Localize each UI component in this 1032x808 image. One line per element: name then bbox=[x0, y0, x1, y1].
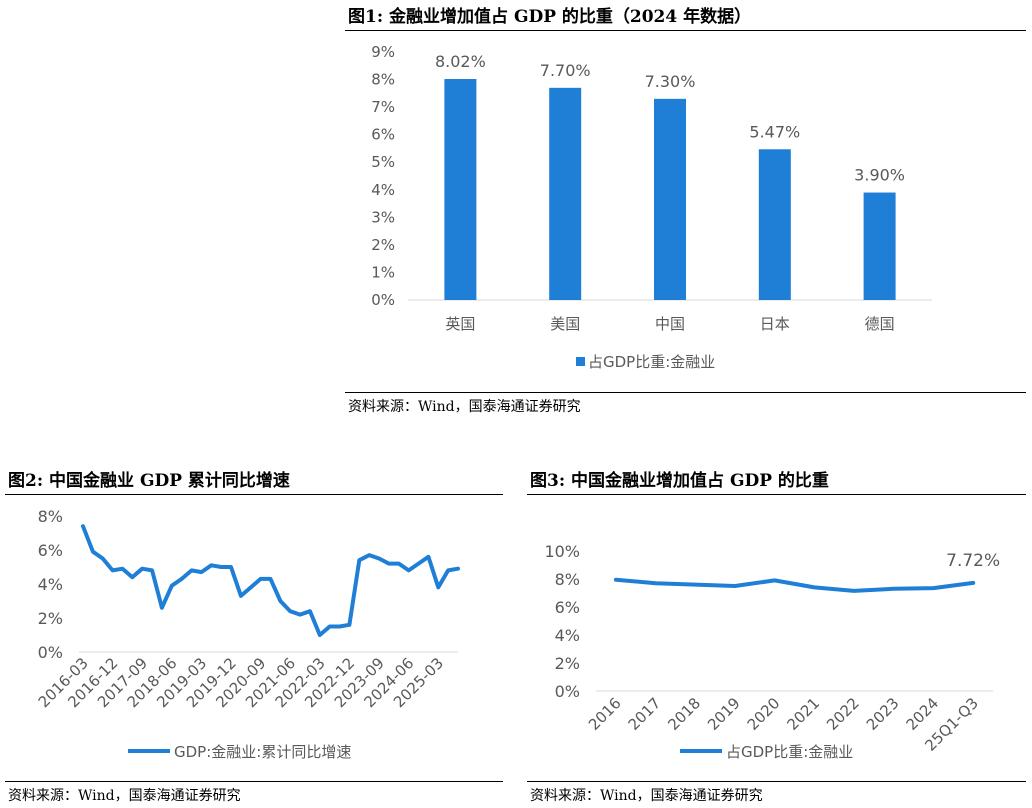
y-tick-label: 6% bbox=[555, 598, 580, 617]
y-tick-label: 0% bbox=[555, 682, 580, 701]
x-tick-label: 2019 bbox=[704, 694, 744, 734]
bar bbox=[654, 98, 686, 300]
x-tick-label: 2020 bbox=[744, 694, 784, 734]
y-tick-label: 4% bbox=[555, 626, 580, 645]
x-tick-label: 德国 bbox=[865, 315, 895, 333]
bar-data-label: 8.02% bbox=[435, 52, 486, 71]
legend-label: GDP:金融业:累计同比增速 bbox=[174, 743, 351, 761]
x-tick-label: 2016 bbox=[585, 694, 625, 734]
bar-data-label: 3.90% bbox=[854, 166, 905, 185]
bar bbox=[444, 79, 477, 300]
x-tick-label: 2023 bbox=[863, 694, 903, 734]
figure-3-source: 资料来源：Wind，国泰海通证券研究 bbox=[530, 788, 763, 804]
legend-label: 占GDP比重:金融业 bbox=[588, 353, 715, 371]
y-tick-label: 2% bbox=[555, 654, 580, 673]
figure-3-top-rule bbox=[527, 494, 1026, 495]
y-tick-label: 9% bbox=[371, 43, 395, 61]
figure-3-bottom-rule bbox=[527, 781, 1026, 782]
y-tick-label: 8% bbox=[371, 71, 395, 89]
bar bbox=[758, 149, 791, 300]
y-tick-label: 7% bbox=[371, 98, 395, 116]
x-tick-label: 中国 bbox=[655, 315, 685, 333]
y-tick-label: 6% bbox=[38, 541, 63, 560]
y-tick-label: 3% bbox=[371, 208, 395, 226]
y-tick-label: 0% bbox=[38, 643, 63, 662]
x-tick-label: 2022 bbox=[823, 694, 863, 734]
y-tick-label: 10% bbox=[544, 542, 580, 561]
legend-swatch bbox=[576, 357, 585, 366]
series-line bbox=[81, 524, 460, 637]
figure-1-bottom-rule bbox=[345, 392, 1026, 393]
y-tick-label: 1% bbox=[371, 263, 395, 281]
bar-data-label: 7.70% bbox=[540, 61, 591, 80]
y-tick-label: 0% bbox=[371, 291, 395, 309]
bar-data-label: 5.47% bbox=[749, 122, 800, 141]
last-point-data-label: 7.72% bbox=[946, 551, 1000, 571]
y-tick-label: 2% bbox=[38, 609, 63, 628]
bar-data-label: 7.30% bbox=[645, 72, 696, 91]
x-tick-label: 日本 bbox=[760, 315, 790, 333]
figure-2-source: 资料来源：Wind，国泰海通证券研究 bbox=[8, 788, 241, 804]
y-tick-label: 8% bbox=[555, 570, 580, 589]
bar bbox=[863, 192, 896, 300]
figure-1-source: 资料来源：Wind，国泰海通证券研究 bbox=[348, 399, 581, 415]
y-tick-label: 5% bbox=[371, 153, 395, 171]
x-tick-label: 英国 bbox=[445, 315, 475, 333]
figure-2-bottom-rule bbox=[5, 781, 503, 782]
y-tick-label: 6% bbox=[371, 126, 395, 144]
x-tick-label: 2017 bbox=[625, 694, 665, 734]
figure-3-title: 图3: 中国金融业增加值占 GDP 的比重 bbox=[530, 471, 829, 491]
x-tick-label: 美国 bbox=[550, 315, 580, 333]
y-tick-label: 4% bbox=[38, 575, 63, 594]
series-line bbox=[613, 577, 976, 593]
legend-label: 占GDP比重:金融业 bbox=[726, 743, 853, 761]
y-tick-label: 2% bbox=[371, 236, 395, 254]
bar bbox=[549, 87, 582, 300]
y-tick-label: 8% bbox=[38, 507, 63, 526]
x-tick-label: 2018 bbox=[664, 694, 704, 734]
figure-1-title: 图1: 金融业增加值占 GDP 的比重（2024 年数据） bbox=[348, 7, 752, 27]
figure-2-top-rule bbox=[5, 494, 503, 495]
y-tick-label: 4% bbox=[371, 181, 395, 199]
figure-1-top-rule bbox=[345, 30, 1026, 31]
figure-2-title: 图2: 中国金融业 GDP 累计同比增速 bbox=[8, 471, 290, 491]
x-tick-label: 2021 bbox=[783, 694, 823, 734]
